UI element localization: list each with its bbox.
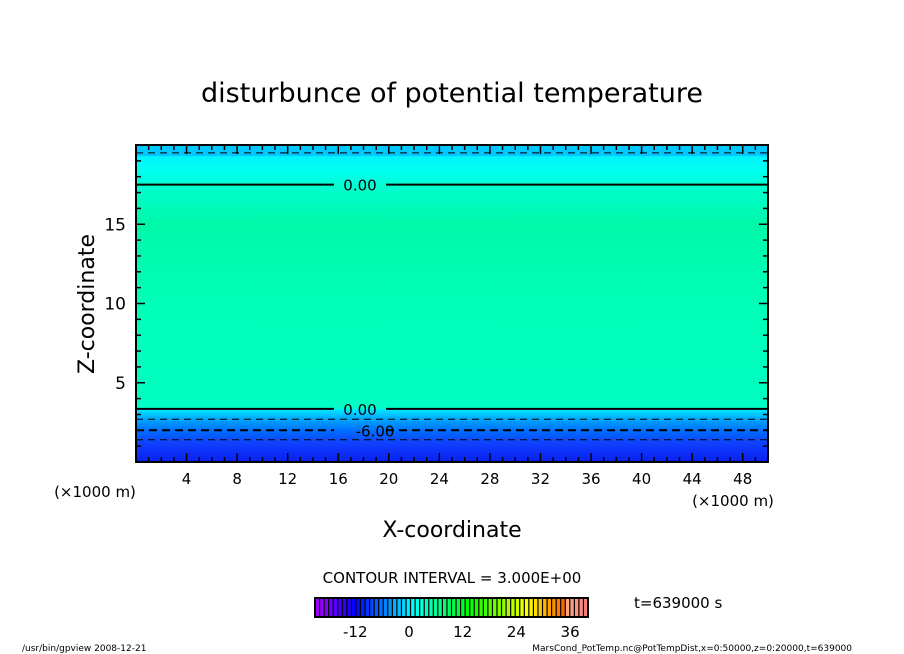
contour-interval: CONTOUR INTERVAL = 3.000E+00 <box>323 569 582 587</box>
colorbar-swatch <box>478 598 484 617</box>
colorbar-swatch <box>392 598 397 617</box>
colorbar-swatch <box>556 598 561 617</box>
colorbar-swatch <box>456 598 461 617</box>
x-tick-label: 36 <box>581 470 600 488</box>
plot-frame <box>135 144 769 463</box>
colorbar-swatch <box>351 598 356 617</box>
colorbar-swatch <box>419 598 425 617</box>
colorbar-swatch <box>433 598 438 617</box>
x-tick-label: 12 <box>278 470 297 488</box>
colorbar-swatch <box>442 598 447 617</box>
y-axis-label: Z-coordinate <box>75 234 100 374</box>
contour-label: 0.00 <box>343 177 376 195</box>
colorbar-swatch <box>337 598 343 617</box>
chart-title: disturbunce of potential temperature <box>201 78 703 109</box>
colorbar-swatch <box>524 598 529 617</box>
x-tick-label: 48 <box>733 470 752 488</box>
colorbar-swatch <box>324 598 329 617</box>
colorbar-swatch <box>565 598 570 617</box>
colorbar-swatch <box>492 598 497 617</box>
colorbar-swatch <box>501 598 507 617</box>
colorbar-swatch <box>437 598 443 617</box>
colorbar-swatch <box>328 598 334 617</box>
colorbar: -12 0 12 24 36 <box>314 597 589 641</box>
colorbar-swatch <box>469 598 475 617</box>
footer-source: MarsCond_PotTemp.nc@PotTempDist,x=0:5000… <box>532 644 852 654</box>
contour-label: -6.00 <box>356 422 395 440</box>
colorbar-swatch <box>583 598 588 617</box>
colorbar-swatch <box>542 598 548 617</box>
x-tick-label: 44 <box>683 470 702 488</box>
x-tick-label: 32 <box>531 470 550 488</box>
colorbar-swatch <box>560 598 566 617</box>
colorbar-swatch <box>483 598 488 617</box>
colorbar-swatch <box>346 598 352 617</box>
colorbar-swatch <box>401 598 406 617</box>
colorbar-swatch <box>410 598 416 617</box>
footer-program: /usr/bin/gpview 2008-12-21 <box>22 644 146 654</box>
colorbar-swatch <box>551 598 557 617</box>
colorbar-tick-label: 24 <box>507 623 526 641</box>
contour-lines: 0.00 0.00 -6.00 <box>136 152 768 441</box>
colorbar-swatch <box>465 598 470 617</box>
colorbar-tick-label: 0 <box>404 623 414 641</box>
colorbar-swatch <box>578 598 584 617</box>
colorbar-swatch <box>424 598 429 617</box>
colorbar-swatch <box>428 598 434 617</box>
colorbar-swatch <box>369 598 375 617</box>
colorbar-swatch <box>355 598 361 617</box>
colorbar-swatch <box>528 598 534 617</box>
colorbar-swatch <box>487 598 493 617</box>
colorbar-swatch <box>515 598 520 617</box>
colorbar-swatch <box>342 598 347 617</box>
contour-field <box>136 145 768 462</box>
colorbar-swatch <box>383 598 388 617</box>
colorbar-swatch <box>497 598 502 617</box>
colorbar-swatch <box>396 598 402 617</box>
colorbar-swatch <box>547 598 552 617</box>
colorbar-swatch <box>519 598 525 617</box>
colorbar-swatch <box>510 598 516 617</box>
time-label: t=639000 s <box>634 594 722 612</box>
colorbar-swatch <box>574 598 579 617</box>
x-tick-label: 28 <box>480 470 499 488</box>
colorbar-swatch <box>474 598 479 617</box>
colorbar-swatch <box>387 598 393 617</box>
colorbar-swatch <box>569 598 575 617</box>
colorbar-swatch <box>315 598 320 617</box>
colorbar-swatch <box>415 598 420 617</box>
colorbar-swatch <box>537 598 543 617</box>
x-tick-label: 4 <box>182 470 192 488</box>
colorbar-swatch <box>333 598 338 617</box>
colorbar-swatch <box>378 598 384 617</box>
x-tick-label: 8 <box>232 470 242 488</box>
colorbar-tick-label: -12 <box>343 623 368 641</box>
colorbar-tick-label: 36 <box>561 623 580 641</box>
colorbar-swatch <box>451 598 457 617</box>
colorbar-swatch <box>319 598 325 617</box>
colorbar-tick-label: 12 <box>453 623 472 641</box>
y-tick-label: 15 <box>104 215 126 235</box>
colorbar-swatch <box>446 598 452 617</box>
y-tick-label: 5 <box>115 374 126 394</box>
x-tick-label: 40 <box>632 470 651 488</box>
contour-label: 0.00 <box>343 401 376 419</box>
x-axis-label: X-coordinate <box>382 518 521 543</box>
x-unit-label-left: (×1000 m) <box>54 483 136 501</box>
x-tick-label: 16 <box>329 470 348 488</box>
colorbar-swatch <box>360 598 366 617</box>
colorbar-swatch <box>460 598 466 617</box>
colorbar-swatch <box>374 598 379 617</box>
colorbar-frame <box>314 597 589 618</box>
x-tick-label: 24 <box>430 470 449 488</box>
x-tick-label: 20 <box>379 470 398 488</box>
colorbar-swatch <box>406 598 411 617</box>
colorbar-swatch <box>506 598 511 617</box>
x-unit-label-right: (×1000 m) <box>692 492 774 510</box>
y-tick-label: 10 <box>104 295 126 315</box>
colorbar-swatch <box>533 598 538 617</box>
colorbar-swatch <box>365 598 370 617</box>
